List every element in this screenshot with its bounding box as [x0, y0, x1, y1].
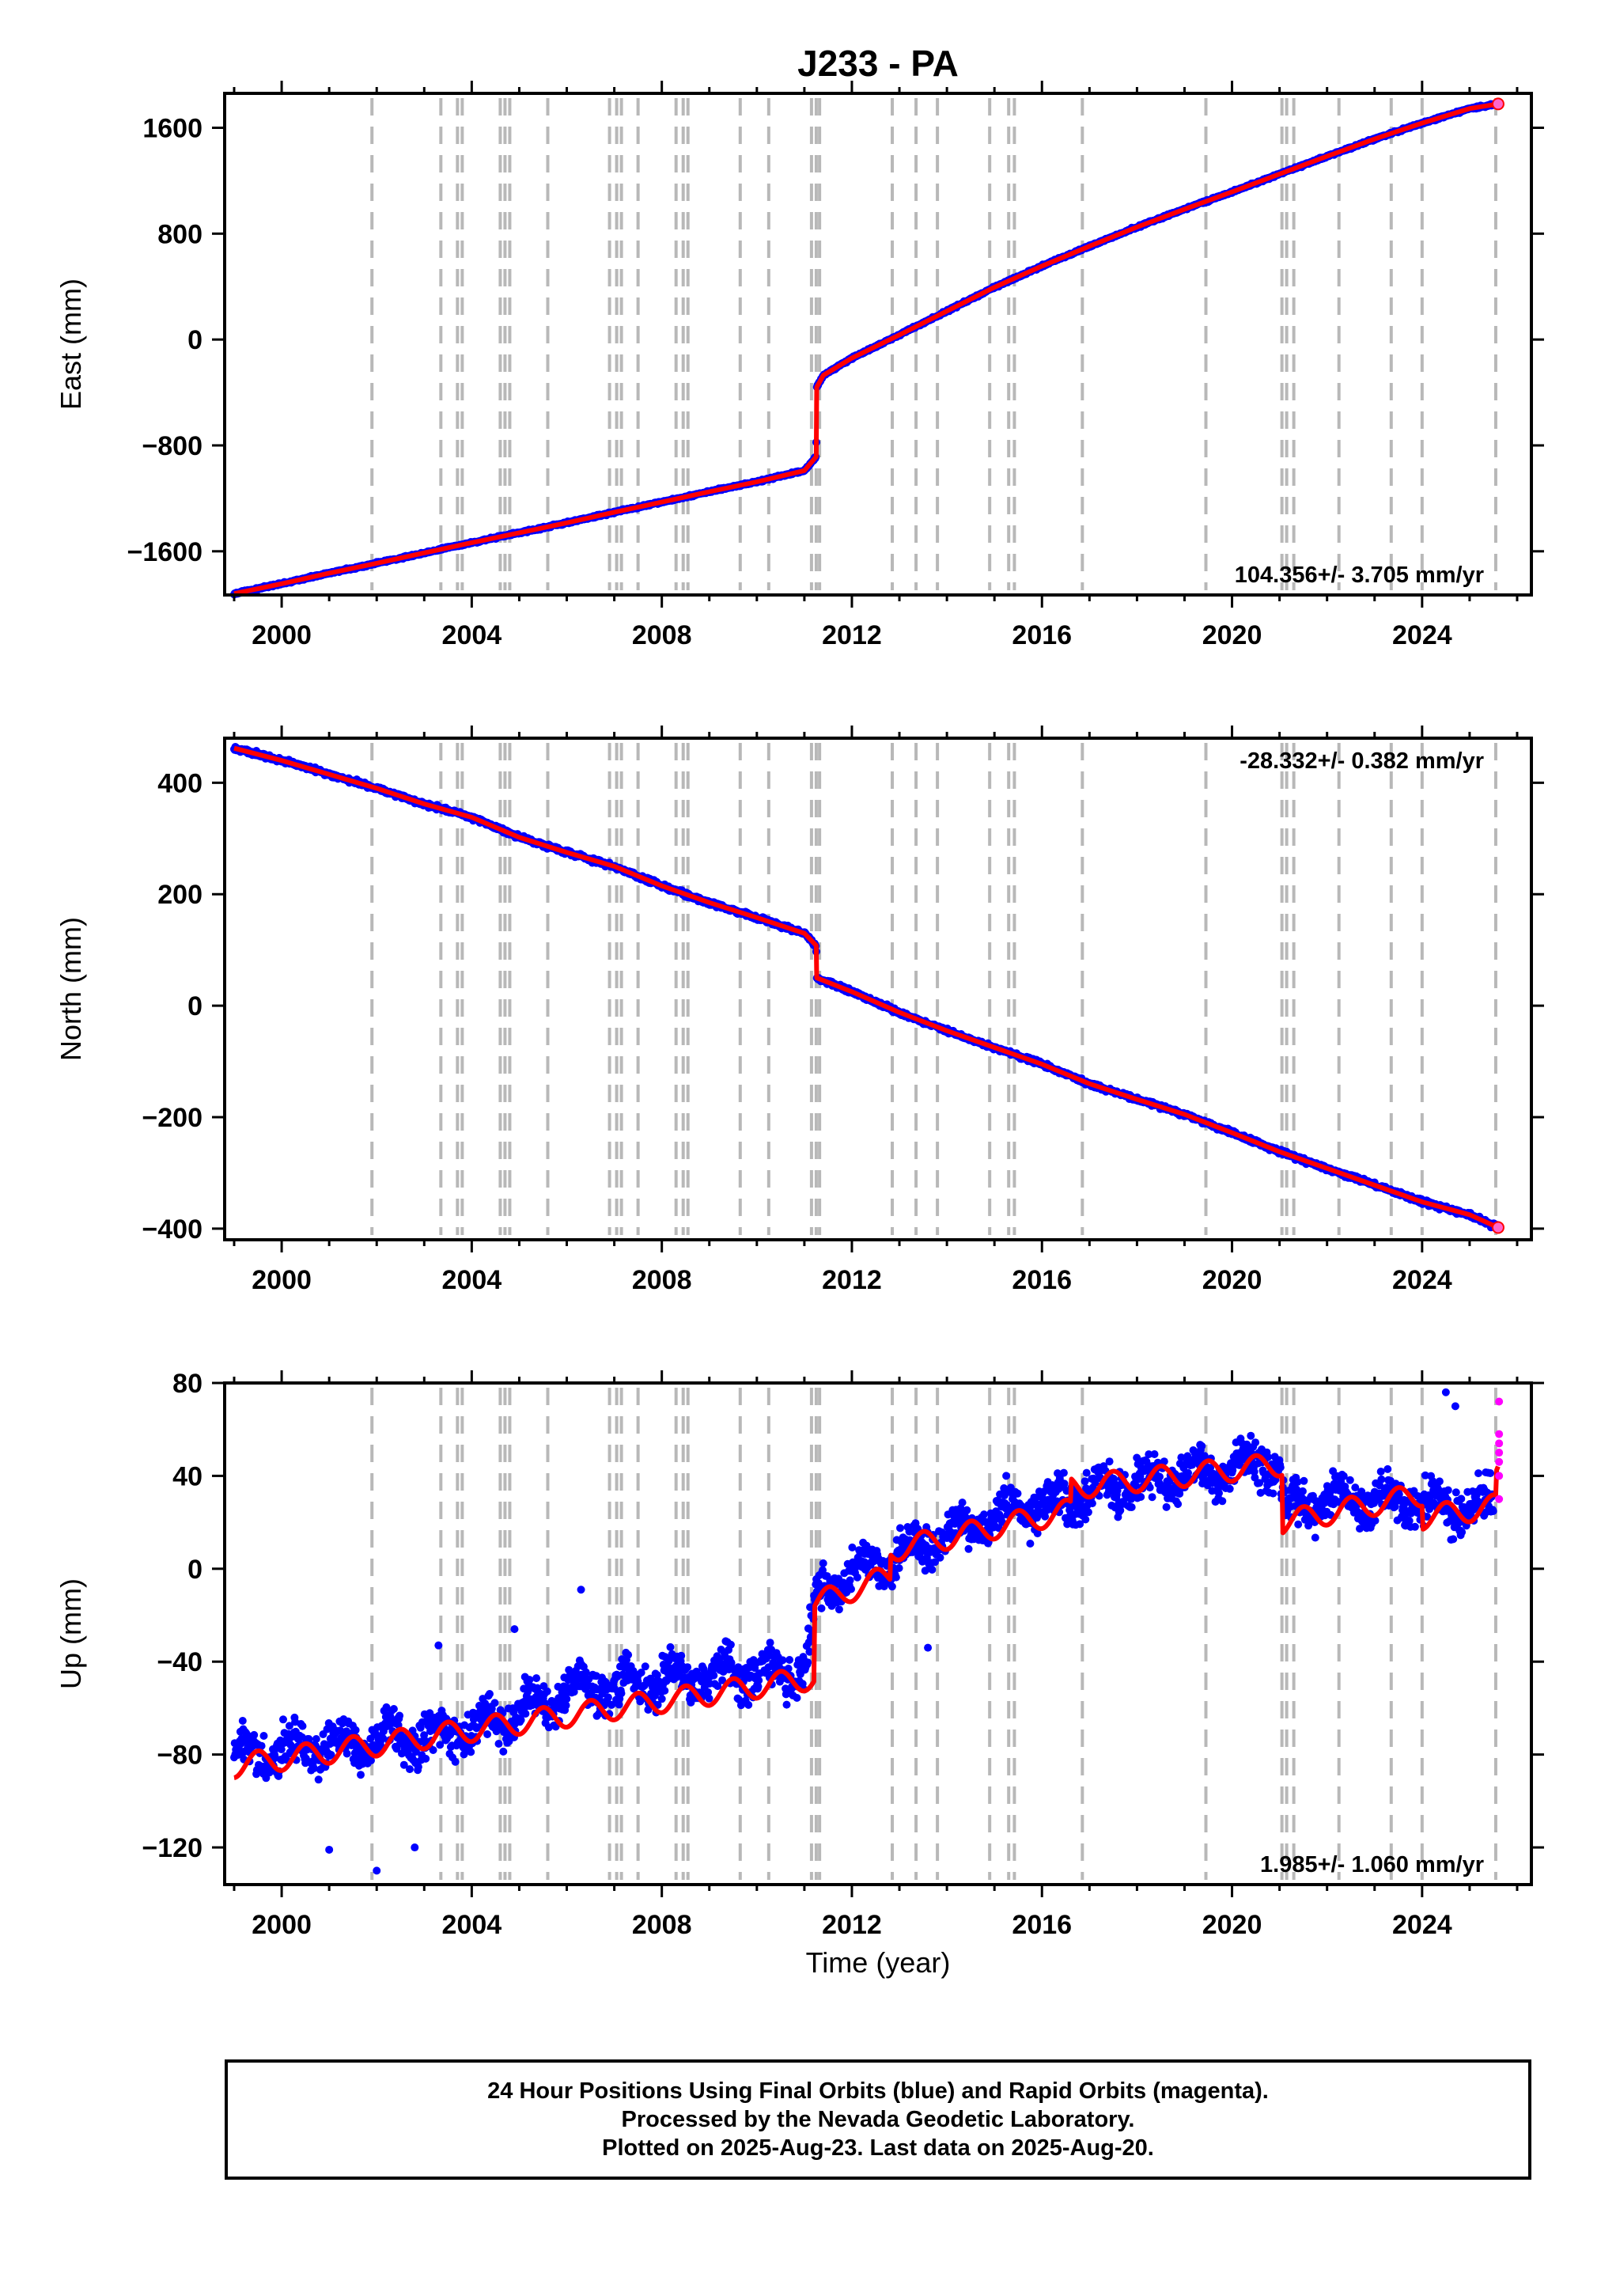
y-tick-label: −400	[142, 1214, 202, 1245]
x-tick-label: 2020	[1202, 620, 1262, 650]
x-tick-label: 2024	[1392, 620, 1452, 650]
panel-up: 2000 2004 2008 2012 2016 2020 2024−120−80−4004…	[55, 1369, 1544, 1940]
y-tick-label: 200	[157, 880, 202, 910]
daily-point	[357, 1771, 365, 1779]
last-point-marker	[1491, 1221, 1504, 1234]
panel-east: 2000 2004 2008 2012 2016 2020 2024 −1600 −800 0 80…	[55, 81, 1544, 650]
y-tick-label: −800	[142, 431, 202, 461]
rate-label: -28.332+/- 0.382 mm/yr	[1240, 748, 1484, 774]
series-daily-positions	[230, 743, 1502, 1233]
daily-point	[250, 1730, 259, 1739]
panel-frame	[223, 92, 1533, 597]
x-tick-label: 2000	[252, 1265, 312, 1295]
x-tick-label: 2016	[1012, 1265, 1072, 1295]
daily-point	[312, 1735, 320, 1743]
chart-title: J233 - PA	[797, 43, 959, 84]
x-tick-label: 2008	[632, 620, 692, 650]
y-tick-label: −1600	[127, 537, 203, 567]
panel-frame	[223, 737, 1533, 1241]
x-tick-label: 2020	[1202, 1265, 1262, 1295]
y-tick-label: −200	[142, 1103, 202, 1133]
daily-point	[351, 1726, 360, 1734]
y-tick-label: 0	[187, 991, 202, 1021]
y-axis-label: East (mm)	[55, 278, 87, 410]
daily-point	[279, 1715, 287, 1724]
daily-point	[259, 1732, 268, 1740]
daily-point	[238, 1717, 247, 1725]
x-tick-label: 2004	[442, 620, 502, 650]
y-tick-label: 0	[187, 325, 202, 355]
panels-layer: 2000 2004 2008 2012 2016 2020 2024−1600−800080…	[55, 81, 1544, 1940]
x-tick-label: 2000	[252, 620, 312, 650]
daily-point	[298, 1722, 307, 1730]
x-tick-label: 2016	[1012, 620, 1072, 650]
daily-point	[389, 1705, 398, 1713]
panel-north: 2000 2004 2008 2012 2016 2020 2024 −400 −200 0 200…	[55, 726, 1544, 1295]
rate-label: 104.356+/- 3.705 mm/yr	[1235, 563, 1484, 588]
daily-point	[343, 1749, 351, 1758]
last-point-marker	[1491, 97, 1504, 111]
x-tick-label: 2012	[822, 620, 882, 650]
y-tick-label: 1600	[142, 113, 202, 143]
x-tick-label: 2024	[1392, 1265, 1452, 1295]
y-axis-label: North (mm)	[55, 917, 87, 1061]
x-tick-label: 2012	[822, 1265, 882, 1295]
series-daily-positions	[230, 1388, 1497, 1875]
series-model-fit	[233, 101, 1499, 597]
y-tick-label: 400	[157, 768, 202, 798]
x-tick-label: 2008	[632, 1265, 692, 1295]
x-tick-label: 2004	[442, 1265, 502, 1295]
y-tick-label: 800	[157, 219, 202, 249]
series-model-fit	[233, 745, 1500, 1230]
daily-point	[314, 1775, 323, 1784]
